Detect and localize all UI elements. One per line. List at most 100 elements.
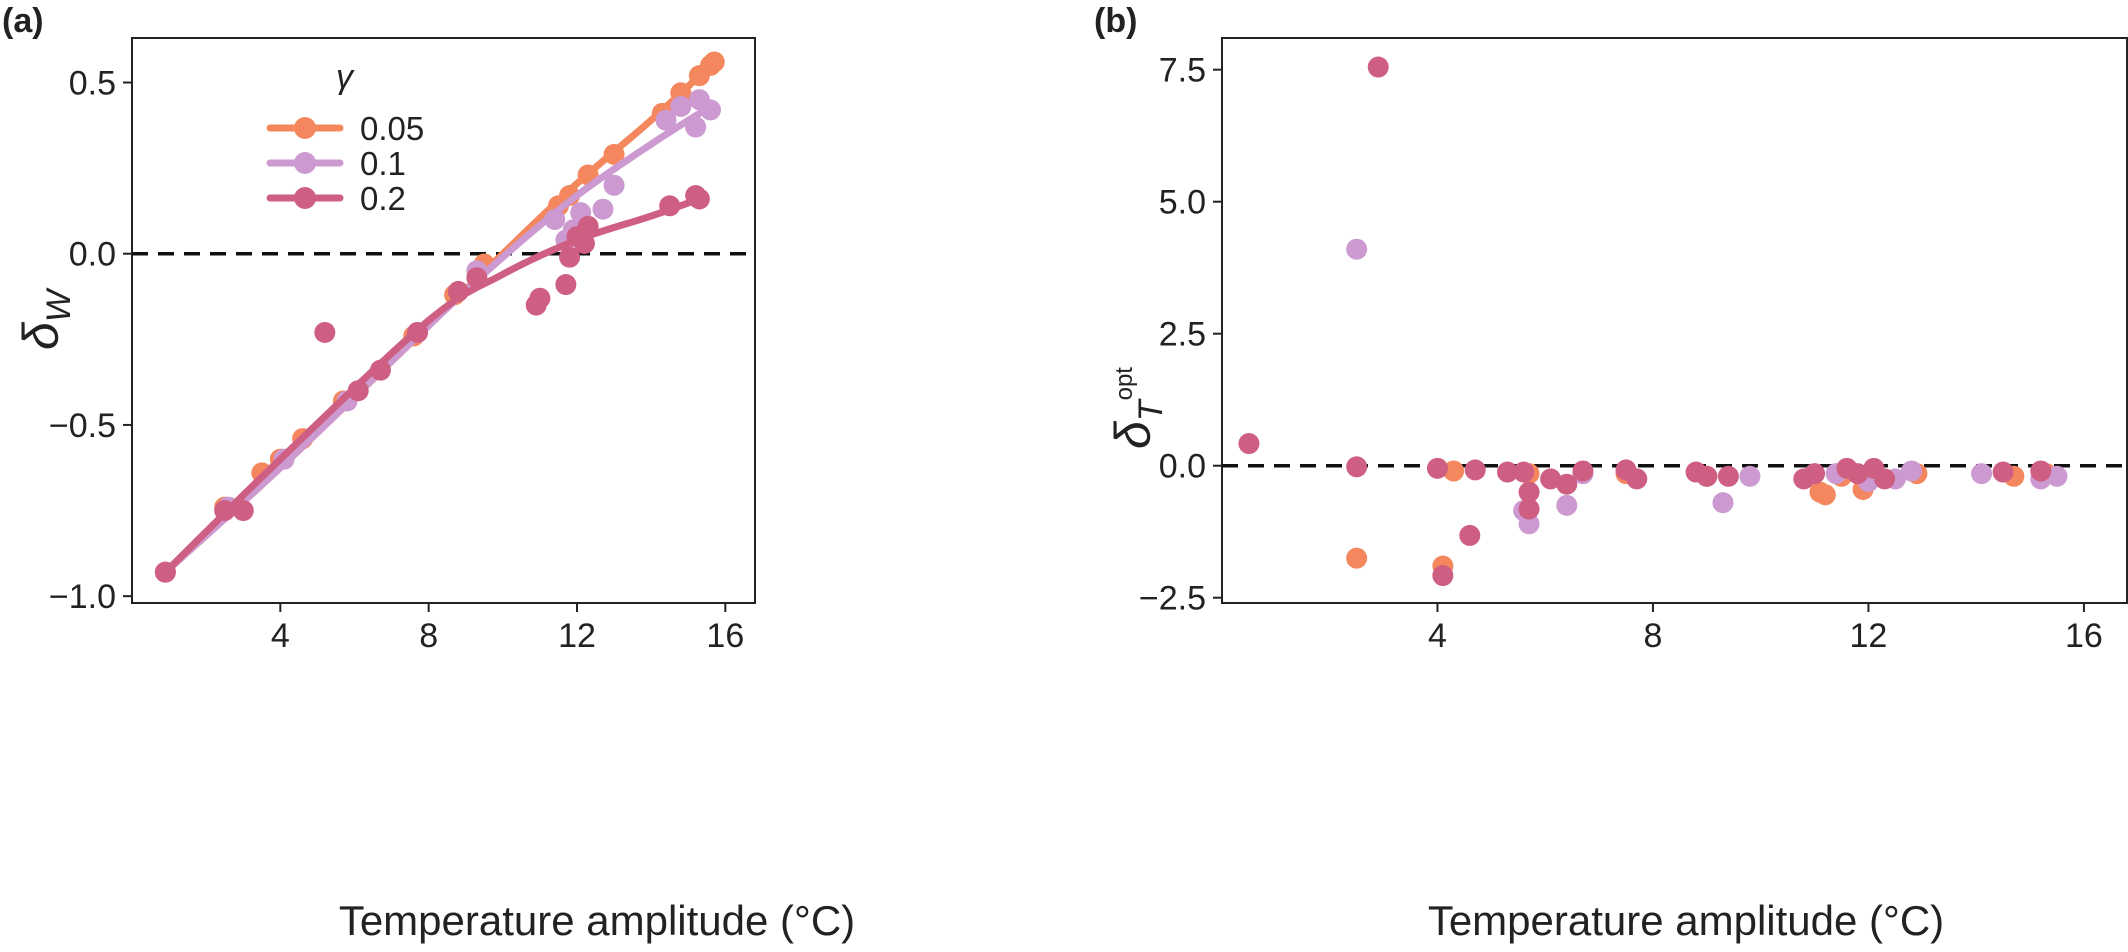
panel-b-point-0.2 [1426, 457, 1448, 479]
panel-b-ytick-label: −2.5 [1139, 580, 1206, 618]
panel-a-xtick-label: 4 [271, 617, 290, 655]
panel-b-point-0.1 [1346, 238, 1368, 260]
panel-b-point-0.1 [1901, 460, 1923, 482]
panel-b-point-0.1 [2046, 465, 2068, 487]
legend-label-0.1: 0.1 [360, 145, 406, 182]
panel-a-ytick-label: −1.0 [49, 578, 116, 616]
panel-a-legend: γ 0.05 0.1 0.2 [266, 58, 424, 217]
panel-a-point-0.2 [214, 500, 236, 522]
panel-b-point-0.1 [1518, 513, 1540, 535]
panel-b-point-0.2 [1992, 461, 2014, 483]
panel-b-xtick-label: 4 [1428, 617, 1447, 655]
panel-b-point-0.05 [1346, 547, 1368, 569]
panel-a-curve-0.2 [161, 195, 703, 576]
panel-a-point-0.2 [559, 246, 581, 268]
legend-point-0.2 [294, 187, 316, 209]
panel-b-ytick-label: 0.0 [1159, 448, 1206, 486]
panel-a-point-0.2 [529, 287, 551, 309]
panel-b-plot: 4 8 12 16 −2.5 0.0 2.5 5.0 7.5 [1139, 37, 2128, 655]
panel-b-xtick-label: 8 [1643, 617, 1662, 655]
panel-a-ytick-label: 0.5 [69, 65, 116, 103]
panel-a-point-0.1 [603, 174, 625, 196]
panel-b-point-0.2 [1432, 565, 1454, 587]
panel-b-point-0.2 [1572, 460, 1594, 482]
panel-a-ytick-label: 0.0 [69, 236, 116, 274]
panel-a-xtick-label: 16 [706, 617, 744, 655]
panel-b-point-0.2 [1464, 459, 1486, 481]
panel-a-point-0.1 [655, 109, 677, 131]
panel-a-ylabel: δW [13, 287, 78, 350]
panel-a-point-0.2 [577, 215, 599, 237]
legend-title: γ [336, 58, 355, 96]
panel-a-point-0.2 [447, 280, 469, 302]
panel-a-point-0.1 [592, 198, 614, 220]
legend-item-0.05: 0.05 [266, 110, 424, 147]
panel-b-point-0.1 [1739, 465, 1761, 487]
panel-b-point-0.2 [1847, 463, 1869, 485]
panel-b-ytick-label: 2.5 [1159, 316, 1206, 354]
panel-a-ylabel-main: δ [13, 321, 69, 350]
panel-a-point-0.2 [555, 274, 577, 296]
panel-a-tag: (a) [2, 2, 44, 40]
panel-b-point-0.1 [1556, 494, 1578, 516]
panel-a-point-0.1 [544, 208, 566, 230]
panel-a-point-0.2 [573, 232, 595, 254]
panel-a-point-0.2 [369, 359, 391, 381]
panel-a-xlabel: Temperature amplitude (°C) [339, 897, 855, 944]
panel-b-point-0.2 [1346, 456, 1368, 478]
panel-a-plot: 4 8 12 16 −1.0 −0.5 0.0 0.5 [49, 37, 756, 655]
panel-b-point-0.2 [1717, 465, 1739, 487]
panel-b-point-0.05 [1814, 484, 1836, 506]
panel-b-ytick-label: 5.0 [1159, 184, 1206, 222]
panel-b-ytick-label: 7.5 [1159, 52, 1206, 90]
panel-a-point-0.1 [685, 116, 707, 138]
legend-label-0.2: 0.2 [360, 180, 406, 217]
panel-b-plot-border [1221, 37, 2128, 604]
panel-b-point-0.2 [1874, 468, 1896, 490]
panel-b-ylabel-main: δ [1105, 420, 1161, 449]
panel-b-ylabel: δTopt [1105, 367, 1170, 449]
panel-a-xtick-label: 8 [419, 617, 438, 655]
panel-a-plot-border [131, 37, 756, 604]
panel-b-point-0.1 [1971, 463, 1993, 485]
panel-b-point-0.05 [1443, 460, 1465, 482]
panel-a-point-0.1 [700, 99, 721, 121]
panel-b-point-0.2 [1518, 498, 1540, 520]
panel-a-point-0.2 [688, 188, 710, 210]
panel-b: (b) 4 8 12 16 −2.5 0.0 2.5 5.0 7.5 Temperature a… [1094, 2, 2128, 944]
legend-point-0.05 [294, 117, 316, 139]
panel-a-xtick-label: 12 [558, 617, 596, 655]
panel-a-point-0.2 [314, 321, 336, 343]
panel-b-point-0.2 [1518, 481, 1540, 503]
panel-b-ylabel-sup: opt [1111, 367, 1138, 401]
panel-a-point-0.05 [603, 143, 625, 165]
panel-b-point-0.2 [1459, 524, 1481, 546]
panel-b-point-0.2 [2030, 460, 2052, 482]
panel-b-point-0.2 [1696, 465, 1718, 487]
panel-b-xlabel: Temperature amplitude (°C) [1428, 897, 1944, 944]
panel-a-point-0.2 [232, 500, 254, 522]
panel-a-point-0.2 [347, 380, 369, 402]
legend-item-0.1: 0.1 [266, 145, 406, 182]
panel-b-xtick-label: 16 [2065, 617, 2103, 655]
panel-b-point-0.2 [1556, 473, 1578, 495]
panel-b-point-0.2 [1238, 433, 1260, 455]
panel-a-point-0.2 [659, 195, 681, 217]
panel-b-point-0.2 [1367, 56, 1389, 78]
panel-b-point-0.1 [1712, 492, 1734, 514]
panel-b-tag: (b) [1094, 2, 1137, 40]
panel-a-ytick-label: −0.5 [49, 407, 116, 445]
panel-b-point-0.2 [1540, 468, 1562, 490]
panel-a-point-0.2 [407, 321, 429, 343]
panel-a-point-0.2 [466, 267, 488, 289]
panel-b-point-0.2 [1497, 461, 1519, 483]
panel-b-ylabel-sub: T [1132, 398, 1170, 421]
legend-item-0.2: 0.2 [266, 180, 406, 217]
legend-point-0.1 [294, 152, 316, 174]
panel-a-point-0.2 [154, 561, 176, 583]
panel-b-xtick-label: 12 [1850, 617, 1888, 655]
panel-a: (a) 4 8 12 16 −1.0 −0.5 0.0 0.5 Temperature amp… [2, 2, 855, 944]
panel-b-point-0.2 [1804, 463, 1826, 485]
panel-a-point-0.1 [670, 95, 692, 117]
